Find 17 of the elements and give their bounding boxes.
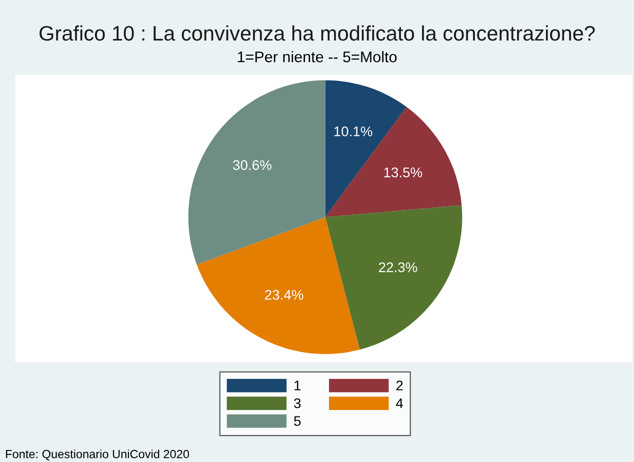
legend-label: 2 [396,380,403,390]
data-label: 30.6% [233,160,272,170]
legend-label: 1 [294,380,301,390]
legend-label: 5 [294,416,301,426]
chart-title: Grafico 10 : La convivenza ha modificato la concentrazione? [40,25,595,41]
pie-slice [196,217,360,354]
data-label: 23.4% [265,290,304,300]
pie-slice [325,106,462,218]
data-label: 22.3% [378,262,418,272]
legend-label: 4 [396,398,403,408]
pie-slice [188,80,326,265]
data-label: 10.1% [334,126,372,136]
pie-slice [325,205,462,350]
legend-label: 3 [294,398,301,408]
chart-subtitle: 1=Per niente -- 5=Molto [238,51,397,62]
data-label: 13.5% [384,168,422,178]
source-note: Fonte: Questionario UniCovid 2020 [6,450,190,460]
